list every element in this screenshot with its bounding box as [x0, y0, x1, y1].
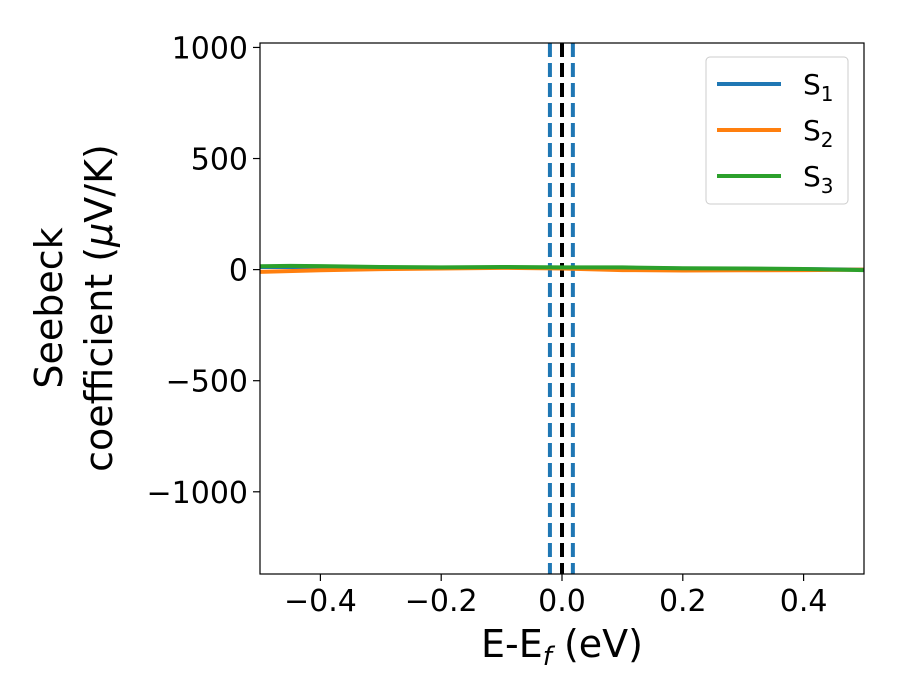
x-tick-label: 0.4 — [780, 584, 828, 619]
legend-label-main: S — [803, 68, 821, 101]
legend-label-sub: 1 — [821, 82, 834, 106]
x-axis-ticks: −0.4 −0.2 0.0 0.2 0.4 — [284, 574, 827, 619]
x-tick-label: −0.4 — [284, 584, 357, 619]
series-line-s3 — [260, 263, 864, 273]
y-tick-label: −500 — [166, 365, 248, 400]
x-axis-label-rest: (eV) — [552, 622, 643, 666]
y-tick-label: −1000 — [147, 476, 248, 511]
y-tick-label: 0 — [229, 254, 248, 289]
legend-label-s1: S1 — [803, 68, 834, 106]
legend-label-main: S — [803, 114, 821, 147]
x-tick-label: 0.0 — [538, 584, 586, 619]
y-axis-label-suffix: V/K) — [77, 144, 121, 223]
x-axis-label-main: E-E — [481, 622, 543, 666]
y-axis-label-mu: μ — [77, 223, 121, 248]
y-axis-label: Seebeck coefficient (μV/K) — [27, 144, 121, 472]
y-axis-label-line2: coefficient (μV/K) — [77, 144, 121, 472]
x-tick-label: 0.2 — [659, 584, 707, 619]
legend-label-main: S — [803, 160, 821, 193]
legend-label-s2: S2 — [803, 114, 834, 152]
y-tick-label: 1000 — [172, 31, 248, 66]
x-axis-label: E-Ef (eV) — [481, 622, 643, 672]
x-tick-label: −0.2 — [405, 584, 478, 619]
y-tick-label: 500 — [191, 143, 248, 178]
legend-label-s3: S3 — [803, 160, 834, 198]
legend-label-sub: 3 — [821, 174, 834, 198]
y-axis-label-line1: Seebeck — [27, 227, 71, 388]
series-lines — [260, 263, 864, 274]
vertical-reference-lines — [547, 43, 575, 574]
y-axis-label-prefix: coefficient ( — [77, 247, 121, 472]
legend-label-sub: 2 — [821, 128, 834, 152]
y-axis-ticks: 1000 500 0 −500 −1000 — [147, 31, 260, 511]
